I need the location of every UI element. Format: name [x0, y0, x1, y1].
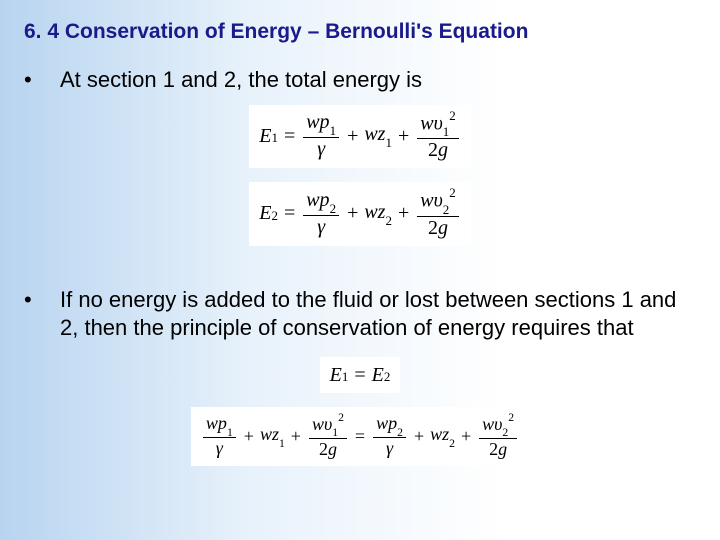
e1-lhs-sub: 1 — [271, 130, 278, 146]
e3-r-var: E — [372, 364, 384, 387]
e1-eq: = — [284, 125, 295, 148]
e3-l-sub: 1 — [342, 369, 349, 385]
bullet-1-text: At section 1 and 2, the total energy is — [60, 66, 422, 95]
e2-plus1: + — [347, 202, 358, 225]
e2-plus2: + — [398, 202, 409, 225]
slide-title: 6. 4 Conservation of Energy – Bernoulli'… — [24, 20, 696, 44]
e3-r-sub: 2 — [384, 369, 391, 385]
e1-plus1: + — [347, 125, 358, 148]
equation-1-wrap: E1 = wp1 γ + wz1 + wυ12 2g — [24, 105, 696, 169]
e3-eq: = — [354, 364, 365, 387]
e3-l-var: E — [330, 364, 342, 387]
bullet-mark: • — [24, 66, 60, 95]
e4-R-frac1: wp2 γ — [373, 413, 406, 459]
e1-plus2: + — [398, 125, 409, 148]
bullet-2: • If no energy is added to the fluid or … — [24, 286, 696, 343]
equation-e4: wp1 γ + wz1 + wυ12 2g = wp2 γ + wz2 + — [191, 407, 529, 466]
slide: 6. 4 Conservation of Energy – Bernoulli'… — [0, 0, 720, 500]
equation-2-wrap: E2 = wp2 γ + wz2 + wυ22 2g — [24, 182, 696, 246]
e1-lhs-var: E — [259, 125, 271, 148]
e2-frac1: wp2 γ — [303, 189, 339, 239]
bullet-2-text: If no energy is added to the fluid or lo… — [60, 286, 696, 343]
e2-lhs-sub: 2 — [271, 208, 278, 224]
e4-R-frac2: wυ22 2g — [479, 413, 517, 460]
e4-L-frac1: wp1 γ — [203, 413, 236, 459]
equation-e1: E1 = wp1 γ + wz1 + wυ12 2g — [249, 105, 471, 169]
bullet-1: • At section 1 and 2, the total energy i… — [24, 66, 696, 95]
e4-L-frac2: wυ12 2g — [309, 413, 347, 460]
e4-eq: = — [355, 426, 365, 447]
e1-frac2: wυ12 2g — [417, 111, 459, 163]
equation-e2: E2 = wp2 γ + wz2 + wυ22 2g — [249, 182, 471, 246]
bullet-mark: • — [24, 286, 60, 315]
e1-frac1: wp1 γ — [303, 111, 339, 161]
e2-lhs-var: E — [259, 202, 271, 225]
e2-eq: = — [284, 202, 295, 225]
equation-e3: E1 = E2 — [320, 357, 401, 393]
equation-4-wrap: wp1 γ + wz1 + wυ12 2g = wp2 γ + wz2 + — [24, 407, 696, 466]
equation-3-wrap: E1 = E2 — [24, 357, 696, 393]
e2-frac2: wυ22 2g — [417, 188, 459, 240]
